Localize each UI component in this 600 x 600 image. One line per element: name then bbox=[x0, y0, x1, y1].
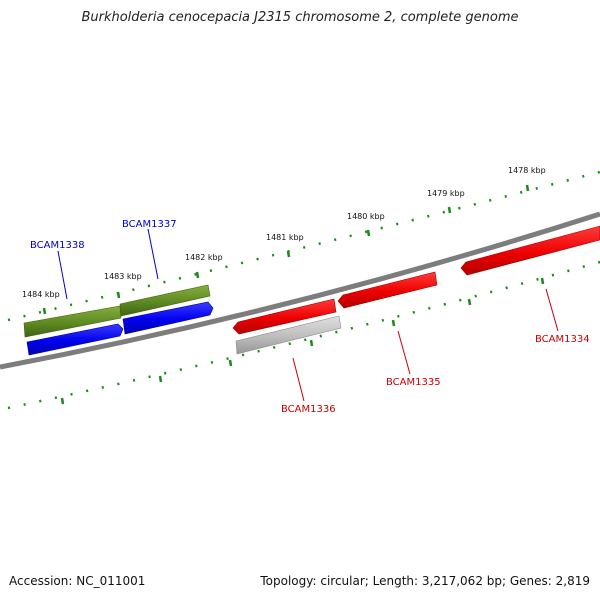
gene-label-bcam1337[interactable]: BCAM1337 bbox=[122, 219, 177, 230]
genome-summary-text: Topology: circular; Length: 3,217,062 bp… bbox=[260, 574, 590, 588]
gene-label-bcam1338[interactable]: BCAM1338 bbox=[30, 240, 85, 251]
scale-label-1480: 1480 kbp bbox=[347, 212, 385, 221]
cds-feature-bcam1337[interactable] bbox=[119, 284, 211, 317]
label-leaders bbox=[57, 228, 559, 402]
cds-feature-bcam1338[interactable] bbox=[23, 305, 122, 338]
cds-track-reverse bbox=[23, 284, 211, 338]
gene-arrow-bcam1335[interactable] bbox=[337, 271, 438, 309]
gene-arrow-bcam1336[interactable] bbox=[232, 298, 337, 335]
gene-arrow-bcam1337[interactable] bbox=[122, 301, 214, 335]
gene-arrow-bcam1334[interactable] bbox=[460, 225, 600, 276]
chromosome-backbone bbox=[0, 211, 600, 370]
accession-text: Accession: NC_011001 bbox=[9, 574, 146, 588]
genome-title: Burkholderia cenocepacia J2315 chromosom… bbox=[81, 10, 519, 25]
gene-label-bcam1334[interactable]: BCAM1334 bbox=[535, 334, 590, 345]
gene-track-forward bbox=[232, 225, 600, 335]
inner-tick-ring bbox=[7, 260, 600, 410]
scale-label-1481: 1481 kbp bbox=[266, 233, 304, 242]
scale-label-1479: 1479 kbp bbox=[427, 189, 465, 198]
scale-label-1482: 1482 kbp bbox=[185, 253, 223, 262]
gene-arrow-bcam1338[interactable] bbox=[26, 323, 124, 356]
gene-label-bcam1336[interactable]: BCAM1336 bbox=[281, 404, 336, 415]
scale-label-1483: 1483 kbp bbox=[104, 272, 142, 281]
cds-feature-bcam1336[interactable] bbox=[235, 315, 342, 355]
scale-label-1484: 1484 kbp bbox=[22, 290, 60, 299]
scale-label-1478: 1478 kbp bbox=[508, 166, 546, 175]
gene-label-bcam1335[interactable]: BCAM1335 bbox=[386, 377, 441, 388]
outer-major-ticks bbox=[42, 184, 530, 315]
gene-track-reverse bbox=[26, 301, 214, 356]
inner-major-ticks bbox=[60, 277, 545, 405]
